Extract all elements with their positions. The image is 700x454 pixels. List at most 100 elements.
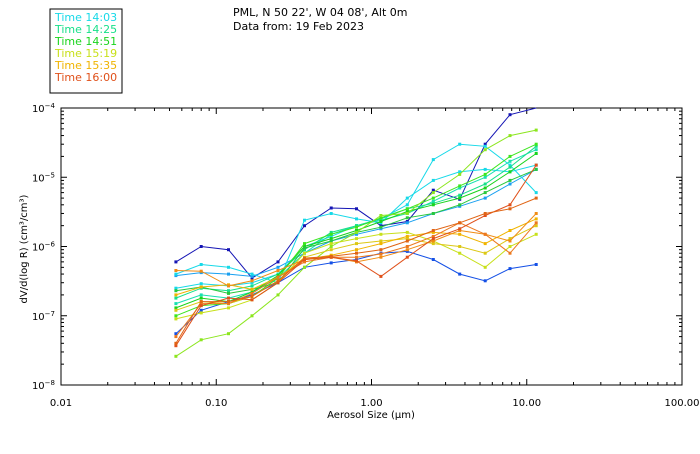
data-point — [174, 289, 178, 293]
series-line — [175, 164, 537, 346]
data-point — [379, 214, 383, 217]
data-point — [379, 248, 383, 252]
data-point — [483, 182, 487, 186]
legend-entry: Time 14:03 — [54, 11, 117, 24]
data-point — [250, 279, 254, 283]
data-point — [303, 265, 306, 269]
data-point — [227, 296, 230, 300]
data-point — [405, 245, 409, 248]
data-point — [534, 232, 538, 236]
data-point — [199, 282, 203, 286]
data-point — [199, 269, 203, 273]
data-point — [250, 314, 254, 318]
data-point — [405, 248, 409, 252]
data-point — [355, 251, 358, 255]
data-point — [483, 251, 487, 255]
data-point — [405, 207, 409, 211]
data-point — [250, 274, 254, 278]
data-point — [508, 159, 512, 163]
data-point — [199, 285, 203, 289]
data-point — [483, 212, 487, 215]
data-point — [174, 293, 178, 297]
legend-entry: Time 15:19 — [54, 47, 117, 60]
data-point — [174, 296, 178, 300]
data-point — [405, 239, 409, 243]
data-point — [534, 142, 538, 146]
data-point — [355, 242, 358, 246]
data-point — [174, 317, 178, 321]
data-point — [276, 281, 280, 285]
data-point — [276, 293, 280, 297]
data-point — [329, 254, 333, 258]
legend-entry: Time 14:51 — [54, 35, 117, 48]
data-point — [534, 263, 538, 266]
data-point — [431, 178, 435, 182]
data-point — [276, 274, 280, 278]
data-point — [174, 306, 178, 310]
data-point — [329, 242, 333, 246]
series-group — [174, 163, 538, 348]
data-point — [379, 216, 383, 220]
data-point — [508, 245, 512, 248]
legend-box — [49, 8, 123, 94]
data-point — [508, 154, 512, 158]
data-point — [250, 291, 254, 295]
data-point — [329, 212, 333, 215]
data-point — [458, 229, 462, 232]
data-point — [276, 265, 280, 269]
data-point — [199, 338, 203, 342]
data-point — [508, 267, 512, 271]
data-point — [276, 275, 280, 279]
data-point — [405, 249, 409, 253]
data-point — [379, 274, 383, 278]
data-point — [534, 196, 538, 200]
data-point — [329, 206, 333, 210]
data-point — [174, 314, 178, 318]
data-point — [534, 148, 538, 152]
data-point — [405, 230, 409, 234]
data-point — [508, 178, 512, 182]
data-point — [303, 218, 306, 222]
data-point — [303, 248, 306, 252]
data-point — [431, 199, 435, 203]
data-point — [458, 142, 462, 146]
data-point — [431, 203, 435, 207]
data-point — [405, 212, 409, 215]
x-tick-label: 100.00 — [665, 398, 700, 409]
data-point — [483, 172, 487, 176]
data-point — [329, 234, 333, 238]
data-point — [431, 188, 435, 192]
data-point — [458, 251, 462, 255]
data-point — [534, 191, 538, 195]
data-point — [379, 255, 383, 259]
data-point — [458, 245, 462, 248]
x-tick-label: 0.10 — [205, 398, 227, 409]
y-tick-label: 10−6 — [32, 241, 56, 254]
data-point — [174, 335, 178, 339]
data-point — [174, 332, 178, 336]
data-point — [534, 152, 538, 155]
data-point — [303, 251, 306, 255]
legend-entry: Time 14:25 — [54, 23, 117, 36]
data-point — [431, 239, 435, 243]
data-point — [483, 167, 487, 171]
data-point — [355, 230, 358, 234]
data-point — [508, 113, 512, 117]
data-point — [534, 128, 538, 132]
data-point — [276, 269, 280, 272]
data-point — [250, 298, 254, 302]
data-point — [379, 242, 383, 246]
data-point — [431, 230, 435, 234]
data-point — [483, 196, 487, 200]
series-group — [174, 144, 538, 300]
data-point — [508, 239, 512, 243]
data-point — [199, 311, 203, 315]
data-point — [431, 158, 435, 162]
data-point — [174, 308, 178, 312]
data-point — [329, 232, 333, 236]
data-point — [379, 252, 383, 256]
data-point — [355, 255, 358, 259]
x-axis-label: Aerosol Size (µm) — [327, 410, 415, 421]
data-point — [199, 293, 203, 297]
data-point — [534, 224, 538, 228]
